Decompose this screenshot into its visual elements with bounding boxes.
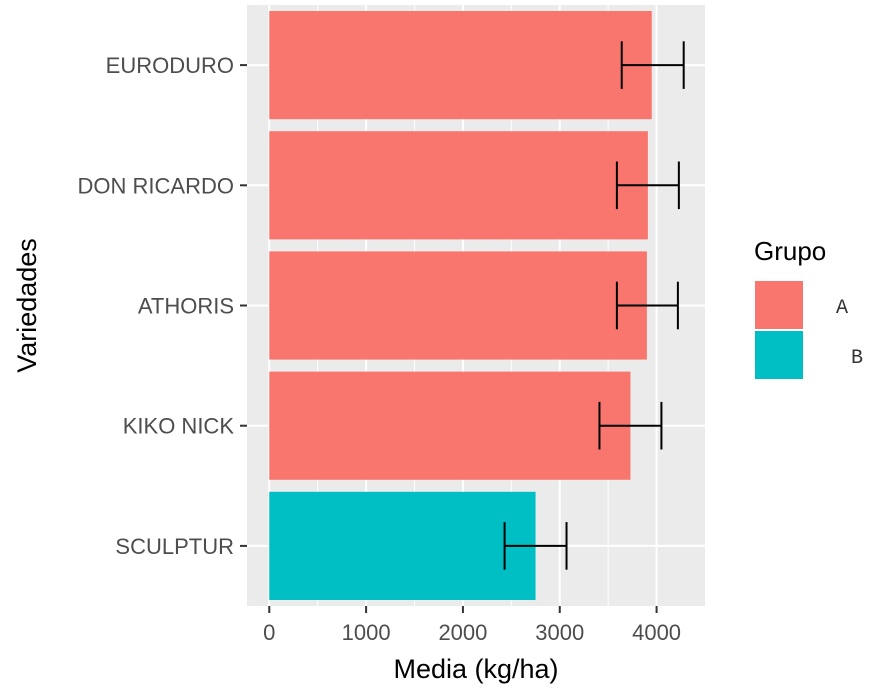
- bar: [269, 371, 631, 480]
- bar: [269, 11, 652, 120]
- bars: [269, 11, 652, 600]
- legend-label-a: A: [836, 297, 848, 320]
- y-tick-label: KIKO NICK: [123, 414, 235, 439]
- legend-key-b: [755, 331, 803, 379]
- legend: Grupo A B: [754, 236, 863, 379]
- x-axis-ticks: 0 1000 2000 3000 4000: [263, 606, 681, 645]
- bar: [269, 491, 536, 600]
- y-tick-label: ATHORIS: [138, 294, 234, 319]
- legend-label-b: B: [851, 347, 863, 370]
- legend-title: Grupo: [754, 236, 826, 266]
- legend-key-a: [755, 281, 803, 329]
- bar: [269, 251, 647, 360]
- x-tick-label: 0: [263, 620, 275, 645]
- y-axis-ticks: EURODURO DON RICARDO ATHORIS KIKO NICK SCULP…: [78, 53, 247, 559]
- x-tick-label: 1000: [342, 620, 391, 645]
- y-tick-label: DON RICARDO: [78, 173, 234, 198]
- bar: [269, 131, 648, 240]
- x-axis-title: Media (kg/ha): [393, 654, 558, 684]
- y-axis-title: Variedades: [12, 238, 42, 373]
- y-tick-label: EURODURO: [106, 53, 234, 78]
- y-tick-label: SCULPTUR: [115, 534, 234, 559]
- error-bars: [503, 41, 685, 570]
- x-tick-label: 4000: [632, 620, 681, 645]
- x-tick-label: 3000: [535, 620, 584, 645]
- x-tick-label: 2000: [438, 620, 487, 645]
